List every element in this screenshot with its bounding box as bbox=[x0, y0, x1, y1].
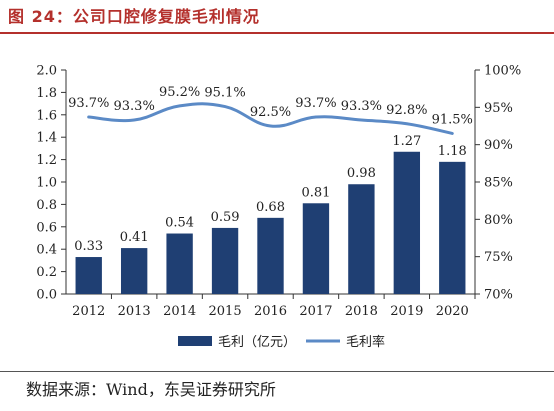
line-data-label: 95.2% bbox=[159, 85, 200, 100]
x-tick-label: 2013 bbox=[118, 304, 151, 319]
bar-data-label: 0.33 bbox=[74, 239, 103, 254]
legend-label-bar: 毛利（亿元） bbox=[218, 335, 296, 350]
bar-series: 0.33 0.41 0.54 0.59 0.68 0.81 0.98 1.27 1.18 bbox=[74, 134, 467, 294]
left-axis: 0.0 0.2 0.4 0.6 0.8 1.0 1.2 1.4 1.6 1.8 2.0 bbox=[36, 64, 67, 303]
right-tick-label: 90% bbox=[484, 138, 513, 153]
bar bbox=[120, 248, 148, 294]
left-tick-label: 0.4 bbox=[36, 243, 57, 258]
left-tick-label: 1.0 bbox=[36, 176, 57, 191]
right-tick-label: 85% bbox=[484, 176, 513, 191]
bar-data-label: 0.98 bbox=[347, 166, 376, 181]
left-tick-label: 2.0 bbox=[36, 64, 57, 79]
left-tick-label: 1.4 bbox=[36, 131, 57, 146]
right-tick-label: 95% bbox=[484, 101, 513, 116]
bar-data-label: 0.68 bbox=[256, 200, 285, 215]
left-tick-label: 0.0 bbox=[36, 288, 57, 303]
source-note: 数据来源：Wind，东吴证券研究所 bbox=[26, 380, 276, 399]
line-path bbox=[87, 102, 454, 135]
bar bbox=[393, 151, 421, 294]
bar bbox=[348, 184, 375, 294]
line-data-label: 93.7% bbox=[295, 96, 336, 111]
bar bbox=[439, 161, 466, 294]
left-tick-label: 0.2 bbox=[36, 265, 57, 280]
source-divider bbox=[0, 371, 554, 372]
bar bbox=[75, 257, 102, 294]
x-tick-label: 2019 bbox=[390, 304, 423, 319]
right-tick-label: 80% bbox=[484, 213, 513, 228]
bar-data-label: 0.54 bbox=[165, 216, 194, 231]
line-data-label: 93.3% bbox=[341, 99, 382, 114]
x-tick-label: 2020 bbox=[436, 304, 469, 319]
right-tick-label: 100% bbox=[484, 64, 521, 79]
x-tick-label: 2015 bbox=[209, 304, 242, 319]
x-tick-label: 2016 bbox=[254, 304, 287, 319]
bar-data-label: 1.18 bbox=[438, 144, 467, 159]
line-data-label: 91.5% bbox=[432, 112, 473, 127]
bar bbox=[166, 233, 193, 294]
chart: 0.0 0.2 0.4 0.6 0.8 1.0 1.2 1.4 1.6 1.8 2.0 70% 75%… bbox=[36, 64, 521, 351]
bar-data-label: 1.27 bbox=[392, 134, 421, 149]
x-tick-label: 2017 bbox=[299, 304, 332, 319]
right-tick-label: 75% bbox=[484, 250, 513, 265]
left-tick-label: 1.6 bbox=[36, 108, 57, 123]
x-tick-label: 2014 bbox=[163, 304, 196, 319]
legend-swatch-bar bbox=[178, 336, 212, 346]
left-tick-label: 1.2 bbox=[36, 153, 57, 168]
line-data-label: 92.5% bbox=[250, 105, 291, 120]
bar bbox=[302, 203, 330, 294]
line-data-label: 92.8% bbox=[386, 103, 427, 118]
left-tick-label: 1.8 bbox=[36, 86, 57, 101]
left-tick-label: 0.8 bbox=[36, 198, 57, 213]
bar-data-label: 0.59 bbox=[211, 210, 240, 225]
legend: 毛利（亿元） 毛利率 bbox=[178, 334, 385, 350]
legend-label-line: 毛利率 bbox=[346, 334, 385, 350]
left-tick-label: 0.6 bbox=[36, 220, 57, 235]
right-tick-label: 70% bbox=[484, 288, 513, 303]
x-tick-label: 2012 bbox=[72, 304, 105, 319]
figure-title: 图 24：公司口腔修复膜毛利情况 bbox=[8, 7, 260, 26]
bar-data-label: 0.81 bbox=[301, 185, 330, 200]
title-divider bbox=[0, 32, 554, 34]
line-data-label: 93.7% bbox=[68, 96, 109, 111]
line-series: 93.7% 93.3% 95.2% 95.1% 92.5% 93.7% 93.3% 92.8%… bbox=[68, 85, 473, 135]
line-data-label: 93.3% bbox=[114, 99, 155, 114]
x-axis: 2012 2013 2014 2015 2016 2017 2018 2019 2020 bbox=[66, 293, 476, 319]
x-tick-label: 2018 bbox=[345, 304, 378, 319]
bar bbox=[211, 227, 239, 294]
bar bbox=[257, 217, 284, 294]
line-data-label: 95.1% bbox=[204, 86, 245, 101]
right-axis: 70% 75% 80% 85% 90% 95% 100% bbox=[474, 64, 521, 303]
bar-data-label: 0.41 bbox=[120, 230, 149, 245]
